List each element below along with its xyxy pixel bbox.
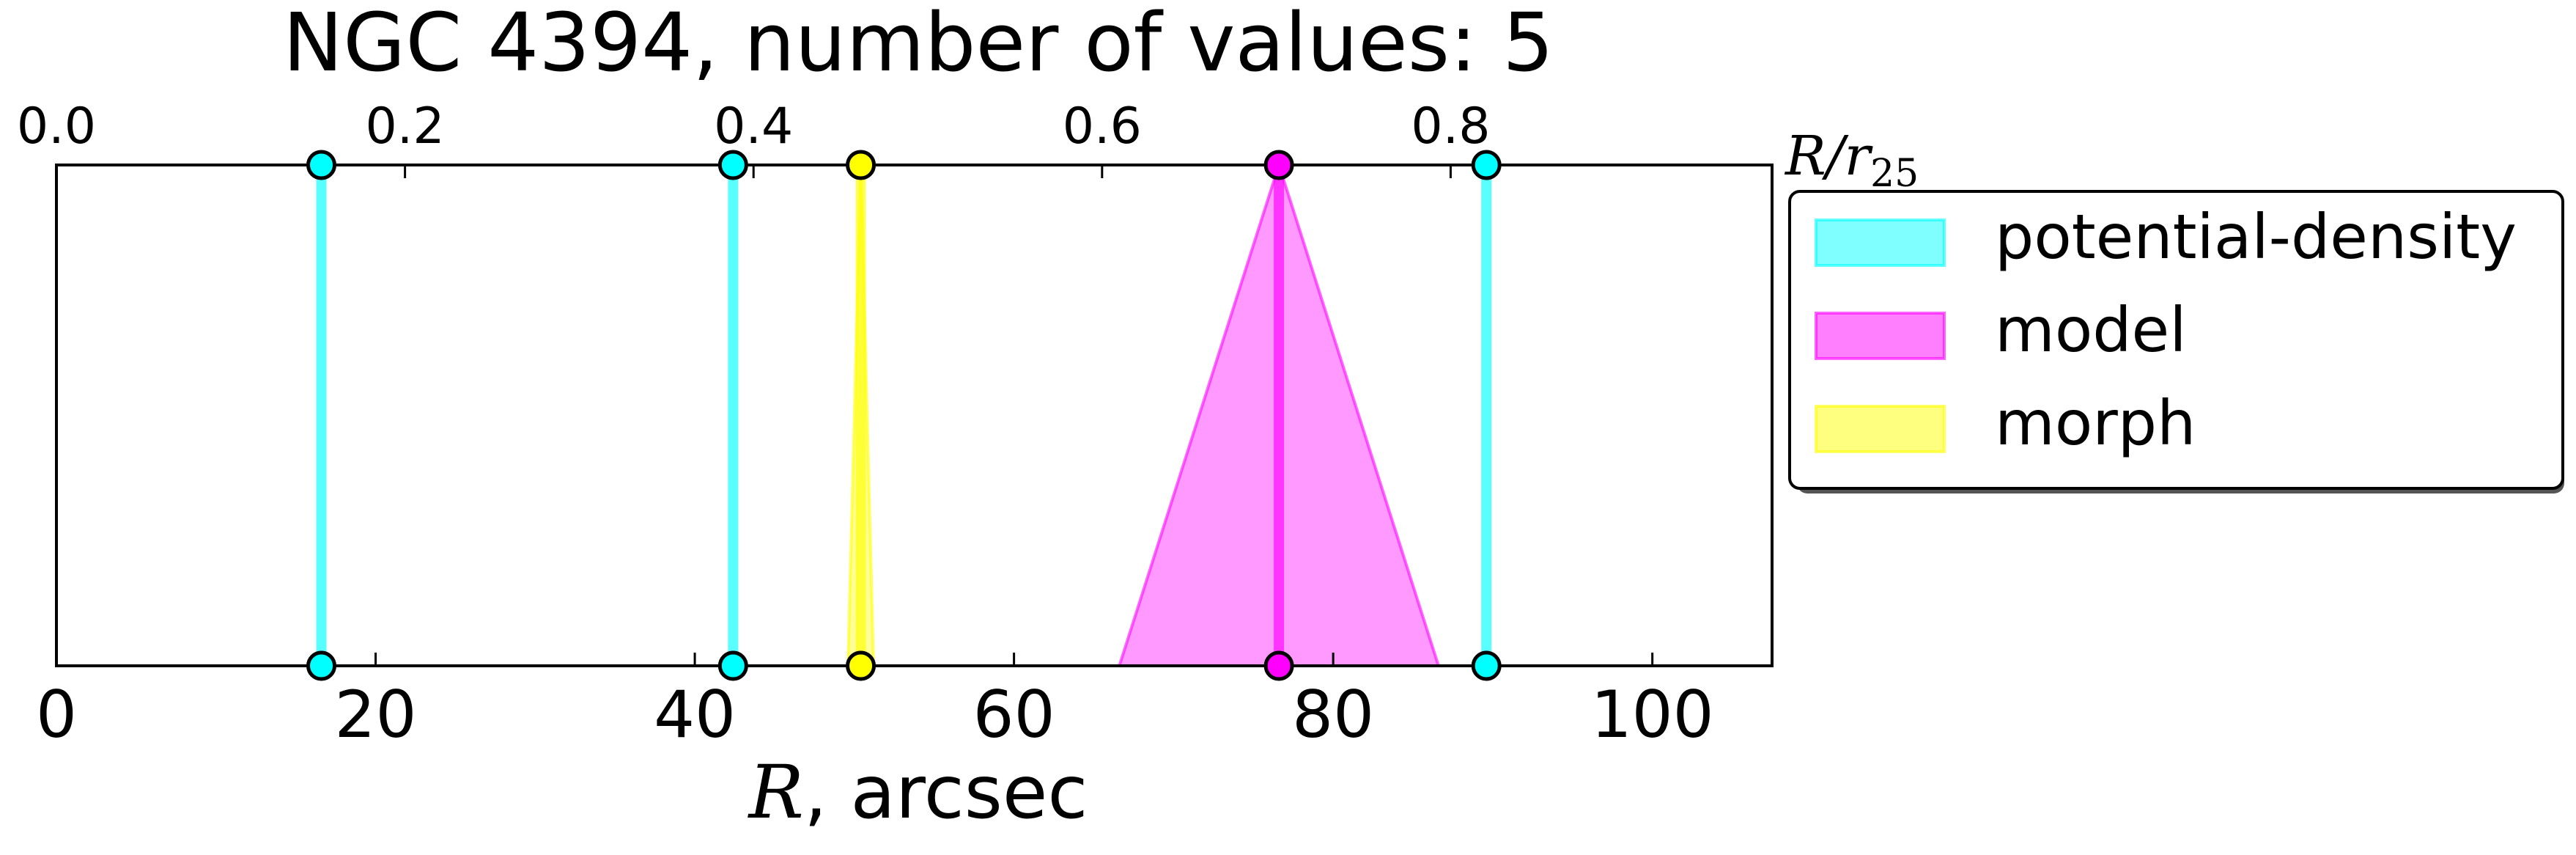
legend-swatch-potential-density (1815, 219, 1946, 267)
legend-box (1788, 190, 2564, 490)
x-tick-label-80: 80 (1292, 677, 1374, 752)
plot-frame (55, 164, 1774, 667)
chart-title: NGC 4394, number of values: 5 (283, 0, 1554, 89)
x-tick-label-20: 20 (335, 677, 417, 752)
top-tick-label-0.0: 0.0 (17, 98, 96, 155)
top-tick-label-0.6: 0.6 (1063, 98, 1142, 155)
marker-top-point-potential-density-3 (1471, 150, 1502, 180)
legend-swatch-model (1815, 312, 1946, 360)
top-axis-label: R/r25 (1784, 125, 1919, 196)
bottom-axis: 0 20 40 60 80 100 (36, 653, 1714, 752)
marker-top-point-potential-density-1 (306, 150, 336, 180)
marker-bottom-point-potential-density-3 (1471, 650, 1502, 681)
legend-label-model: model (1995, 294, 2187, 366)
marker-top-point-model-1 (1263, 150, 1294, 180)
legend-swatch-morph (1815, 405, 1946, 453)
top-tick-label-0.2: 0.2 (366, 98, 445, 155)
legend-label-potential-density: potential-density (1995, 201, 2517, 273)
marker-top-point-morph-1 (846, 150, 876, 180)
top-axis: 0.0 0.2 0.4 0.6 0.8 (17, 98, 1490, 178)
x-axis-label: R, arcsec (748, 749, 1088, 835)
marker-bottom-point-potential-density-1 (306, 650, 336, 681)
marker-bottom-point-potential-density-2 (717, 650, 748, 681)
x-tick-label-60: 60 (973, 677, 1055, 752)
marks-layer (316, 160, 1492, 667)
marker-top-point-potential-density-2 (717, 150, 748, 180)
endpoint-markers (306, 150, 1502, 681)
top-tick-label-0.4: 0.4 (714, 98, 793, 155)
legend-label-morph: morph (1995, 387, 2196, 459)
top-tick-label-0.8: 0.8 (1411, 98, 1490, 155)
legend: potential-density model morph (1788, 190, 2564, 493)
x-tick-label-0: 0 (36, 677, 77, 752)
x-tick-label-40: 40 (654, 677, 736, 752)
x-tick-label-100: 100 (1591, 677, 1714, 752)
marker-bottom-point-morph-1 (846, 650, 876, 681)
marker-bottom-point-model-1 (1263, 650, 1294, 681)
